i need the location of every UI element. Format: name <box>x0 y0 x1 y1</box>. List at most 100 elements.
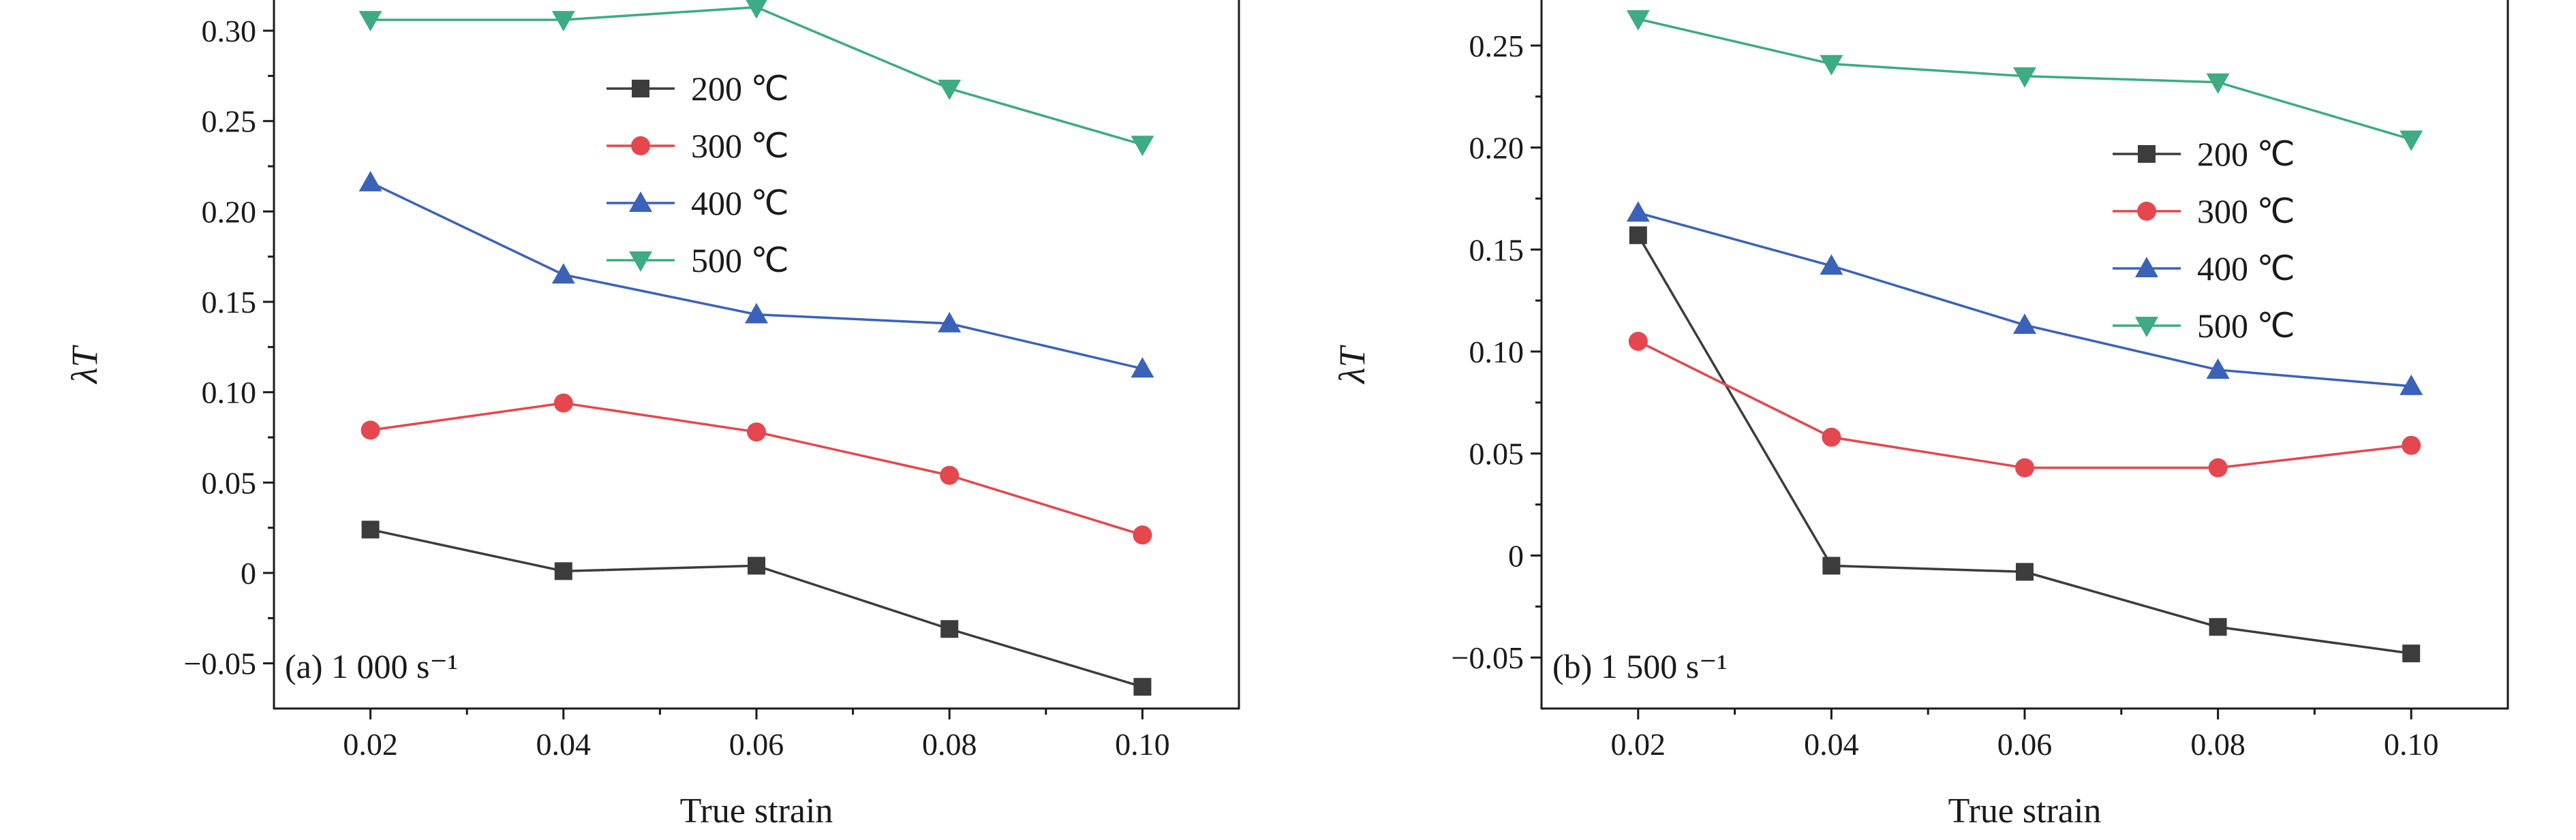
data-point <box>2013 313 2036 335</box>
series-500C <box>1626 10 2423 151</box>
data-point <box>2206 73 2230 94</box>
legend-item: 400 ℃ <box>607 184 789 222</box>
data-point <box>2015 458 2034 478</box>
data-point <box>745 302 768 324</box>
data-point <box>1822 557 1841 575</box>
data-point <box>940 620 959 638</box>
x-axis-title: True strain <box>1948 792 2102 830</box>
data-point <box>1628 332 1648 352</box>
data-point <box>2013 67 2036 88</box>
x-tick-label: 0.08 <box>922 727 977 762</box>
data-point <box>358 11 382 32</box>
data-point <box>553 393 573 413</box>
data-point <box>746 0 767 19</box>
x-tick-label: 0.06 <box>729 727 784 762</box>
legend-label: 300 ℃ <box>2197 192 2295 230</box>
x-tick-label: 0.04 <box>1804 727 1859 762</box>
series-200C <box>1629 226 2421 663</box>
y-tick-label: 0.10 <box>202 375 257 410</box>
legend-item: 200 ℃ <box>2113 135 2295 173</box>
data-point <box>361 520 380 539</box>
legend-label: 300 ℃ <box>691 127 789 165</box>
data-point <box>358 170 382 191</box>
y-tick-label: −0.05 <box>184 647 256 681</box>
y-tick-label: 0.15 <box>1469 232 1524 267</box>
data-point <box>2209 618 2227 636</box>
legend-item: 500 ℃ <box>607 241 789 279</box>
data-point <box>2402 435 2421 455</box>
legend-label: 200 ℃ <box>691 69 789 108</box>
data-point <box>1131 357 1154 378</box>
legend-item: 200 ℃ <box>607 69 789 108</box>
y-tick-label: 0.30 <box>202 14 257 48</box>
legend-label: 400 ℃ <box>691 184 789 222</box>
y-tick-label: 0.25 <box>202 104 257 139</box>
series-line <box>370 528 1143 688</box>
y-tick-label: 0.20 <box>202 194 257 229</box>
series-400C <box>358 170 1154 378</box>
series-300C <box>1628 332 2421 478</box>
x-axis-title: True strain <box>680 792 833 830</box>
data-point <box>2208 458 2228 478</box>
legend-marker <box>632 80 649 97</box>
legend-marker <box>2135 317 2158 337</box>
x-tick-label: 0.06 <box>1997 727 2053 762</box>
y-tick-label: 0 <box>241 556 256 591</box>
legend-marker <box>2138 145 2156 163</box>
legend-label: 400 ℃ <box>2197 249 2295 287</box>
chart-panel-a: 0.02 0.04 0.06 0.08 0.10 −0.05 0 0.05 0.10 0.15 0.… <box>64 0 1240 830</box>
data-point <box>938 79 962 100</box>
data-point <box>2016 563 2034 581</box>
legend-marker <box>629 251 652 272</box>
x-tick-label: 0.04 <box>536 727 592 762</box>
panel-annotation: (b) 1 500 s⁻¹ <box>1552 647 1728 685</box>
y-tick-label: 0.05 <box>1469 437 1524 471</box>
data-point <box>1820 254 1843 275</box>
data-point <box>1133 525 1152 545</box>
data-point <box>938 311 962 332</box>
data-point <box>1133 678 1152 696</box>
plot-frame <box>1540 0 2509 710</box>
y-tick-label: −0.05 <box>1452 640 1524 675</box>
data-point <box>1626 10 1650 31</box>
data-point <box>2206 358 2230 379</box>
data-point <box>554 562 572 580</box>
legend-item: 500 ℃ <box>2113 307 2295 345</box>
series-300C <box>361 393 1152 545</box>
series-line <box>1638 211 2412 388</box>
legend: 200 ℃ 300 ℃ 400 ℃ 500 ℃ <box>607 69 789 279</box>
series-line <box>1637 234 2412 655</box>
legend-marker <box>2135 257 2158 277</box>
panel-annotation: (a) 1 000 s⁻¹ <box>285 647 458 685</box>
data-point <box>748 557 765 575</box>
legend-item: 300 ℃ <box>607 127 789 165</box>
x-tick-label: 0.10 <box>2384 727 2439 762</box>
y-tick-label: 0.10 <box>1469 335 1524 369</box>
data-point <box>2402 644 2421 663</box>
data-point <box>1822 427 1841 447</box>
legend-marker <box>629 191 652 212</box>
series-400C <box>1626 201 2423 395</box>
y-axis-title: λT <box>1332 344 1373 384</box>
data-point <box>747 422 766 442</box>
y-tick-label: 0.05 <box>202 465 257 500</box>
series-line <box>1638 340 2412 469</box>
legend-label: 500 ℃ <box>691 241 789 279</box>
data-point <box>1131 136 1154 157</box>
legend: 200 ℃ 300 ℃ 400 ℃ 500 ℃ <box>2113 135 2295 345</box>
y-tick-label: 0.15 <box>202 285 257 320</box>
data-point <box>1820 55 1843 76</box>
legend-marker <box>631 136 650 155</box>
legend-item: 400 ℃ <box>2113 249 2295 287</box>
x-tick-label: 0.10 <box>1115 727 1170 762</box>
data-point <box>551 263 575 284</box>
data-point <box>361 420 380 440</box>
y-tick-label: 0.20 <box>1469 131 1524 166</box>
legend-marker <box>2137 202 2156 221</box>
data-point <box>2399 130 2423 151</box>
y-tick-label: 0 <box>1508 538 1524 573</box>
chart-panel-b: 0.02 0.04 0.06 0.08 0.10 −0.05 0 0.05 0.10 0.15 0.… <box>1332 0 2509 830</box>
data-point <box>1629 226 1647 245</box>
x-tick-label: 0.08 <box>2190 727 2245 762</box>
